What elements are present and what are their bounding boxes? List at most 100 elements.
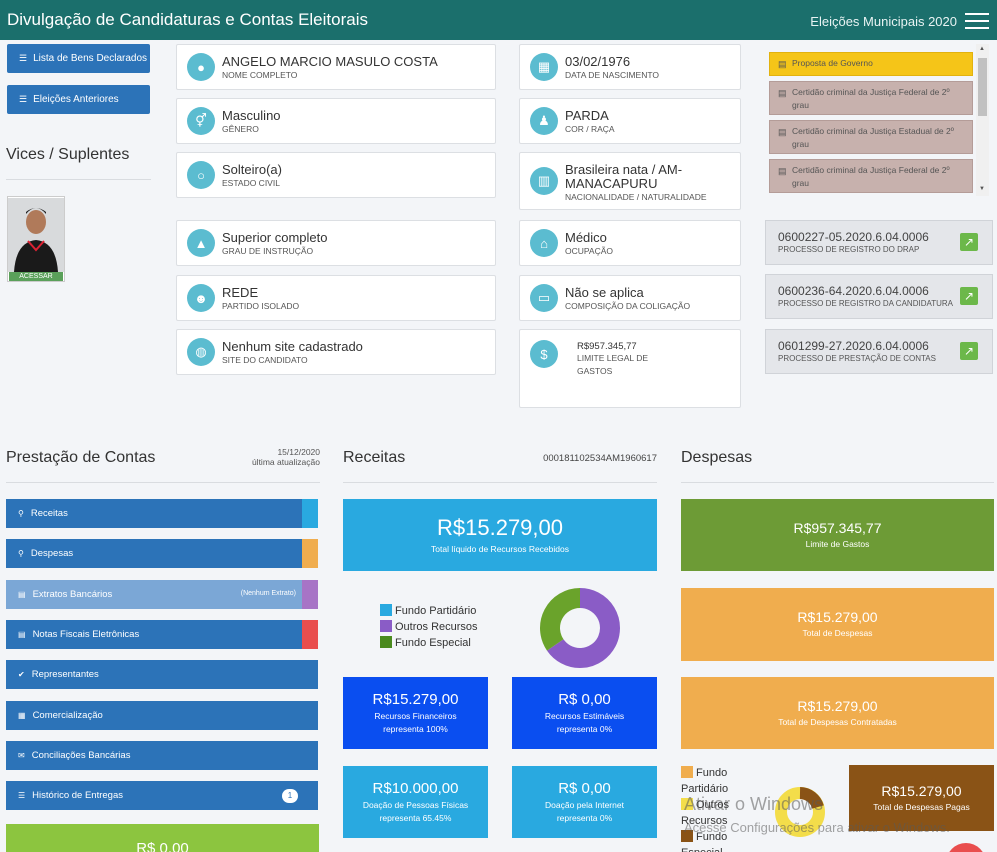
info-label: LIMITE LEGAL DE GASTOS xyxy=(577,353,649,376)
legend-item: Outros Recursos xyxy=(380,619,478,635)
status-stripe xyxy=(302,619,318,649)
legend-item: Fundo Especial xyxy=(380,635,478,651)
prestacao-item-label: Extratos Bancários xyxy=(32,588,113,600)
documents-list[interactable]: ▤ Proposta de Governo ▤ Certidão criminal … xyxy=(769,44,991,196)
prestacao-item-label: Despesas xyxy=(30,548,74,560)
prestacao-item-2[interactable]: ▤ Extratos Bancários (Nenhum Extrato) xyxy=(6,579,318,609)
receitas-tile: R$ 0,00 Doação pela Internet representa 0% xyxy=(512,766,657,838)
legend-item: Fundo Partidário xyxy=(681,766,729,795)
receitas-code: 000181102534AM1960617 xyxy=(543,453,657,464)
info-card: ▦ 03/02/1976 DATA DE NASCIMENTO xyxy=(519,44,741,90)
donut-slice xyxy=(546,588,620,668)
ring-icon: ○ xyxy=(187,161,215,189)
legend-item: Fundo Especial xyxy=(681,829,751,852)
scrollbar[interactable]: ▲ ▼ xyxy=(976,44,989,196)
process-card-candidatura[interactable]: 0600236-64.2020.6.04.0006 PROCESSO DE RE… xyxy=(765,274,993,319)
info-value: Brasileira nata / AM-MANACAPURU xyxy=(565,162,683,191)
folder-icon: ▭ xyxy=(530,284,558,312)
despesas-donut-chart xyxy=(775,787,825,837)
external-link-icon[interactable]: ↗ xyxy=(960,342,978,360)
vice-card[interactable]: ACESSAR xyxy=(7,196,65,282)
document-item[interactable]: ▤ Certidão criminal da Justiça Federal de… xyxy=(769,159,973,193)
info-value: Não se aplica xyxy=(565,285,644,300)
acessar-button[interactable]: ACESSAR xyxy=(9,272,63,281)
receitas-tile: R$10.000,00 Doação de Pessoas Físicas repr… xyxy=(343,766,488,838)
info-label: OCUPAÇÃO xyxy=(565,246,614,256)
info-card: ▥ Brasileira nata / AM-MANACAPURU NACIONAL… xyxy=(519,152,741,210)
receitas-legend: Fundo Partidário Outros Recursos Fundo E… xyxy=(380,603,478,651)
bens-declarados-button[interactable]: ☰ Lista de Bens Declarados xyxy=(7,44,150,73)
info-label: GRAU DE INSTRUÇÃO xyxy=(222,246,314,256)
dollar-icon: $ xyxy=(530,340,558,368)
process-card-contas[interactable]: 0601299-27.2020.6.04.0006 PROCESSO DE PR… xyxy=(765,329,993,374)
bank-icon: ⌂ xyxy=(530,229,558,257)
info-label: ESTADO CIVIL xyxy=(222,178,280,188)
top-bar: Divulgação de Candidaturas e Contas Elei… xyxy=(0,0,997,40)
group-icon: ☻ xyxy=(187,284,215,312)
person-icon: ♟ xyxy=(530,107,558,135)
comments-icon: ✉ xyxy=(18,750,25,760)
despesas-title: Despesas xyxy=(681,449,753,466)
prestacao-item-3[interactable]: ▤ Notas Fiscais Eletrônicas xyxy=(6,619,318,649)
divider xyxy=(681,482,994,483)
info-value: PARDA xyxy=(565,108,609,123)
info-value: 03/02/1976 xyxy=(565,54,631,69)
chat-button[interactable] xyxy=(946,843,986,852)
prestacao-item-5[interactable]: ▦ Comercialização xyxy=(6,700,318,730)
avatar xyxy=(8,198,64,272)
receitas-title: Receitas xyxy=(343,449,406,466)
process-card-drap[interactable]: 0600227-05.2020.6.04.0006 PROCESSO DE RE… xyxy=(765,220,993,265)
calendar-icon: ▦ xyxy=(18,710,26,720)
menu-icon[interactable] xyxy=(965,13,989,29)
despesas-tile: R$15.279,00 Total de Despesas Contratadas xyxy=(681,677,994,749)
info-card: ♟ PARDA COR / RAÇA xyxy=(519,98,741,144)
file-icon: ▤ xyxy=(778,127,787,137)
document-item[interactable]: ▤ Proposta de Governo xyxy=(769,52,973,76)
despesas-tile: R$957.345,77 Limite de Gastos xyxy=(681,499,994,571)
info-label: SITE DO CANDIDATO xyxy=(222,355,308,365)
info-label: GÊNERO xyxy=(222,124,259,134)
prestacao-item-7[interactable]: ☰ Histórico de Entregas 1 xyxy=(6,781,318,811)
eleicoes-anteriores-button[interactable]: ☰ Eleições Anteriores xyxy=(7,85,150,114)
external-link-icon[interactable]: ↗ xyxy=(960,233,978,251)
document-item[interactable]: ▤ Certidão criminal da Justiça Federal de… xyxy=(769,81,973,115)
search-icon: ⚲ xyxy=(18,549,24,559)
info-card: ○ Solteiro(a) ESTADO CIVIL xyxy=(176,152,496,198)
info-card: ▲ Superior completo GRAU DE INSTRUÇÃO xyxy=(176,220,496,266)
file-icon: ▤ xyxy=(778,59,787,69)
check-icon: ✔ xyxy=(18,670,25,680)
globe-icon: ◍ xyxy=(187,338,215,366)
receitas-total-tile: R$15.279,00 Total líquido de Recursos Re… xyxy=(343,499,657,571)
info-card: ● ANGELO MARCIO MASULO COSTA NOME COMPLETO xyxy=(176,44,496,90)
info-label: DATA DE NASCIMENTO xyxy=(565,70,659,80)
prestacao-item-label: Representantes xyxy=(31,669,99,681)
map-icon: ▥ xyxy=(530,167,558,195)
prestacao-item-1[interactable]: ⚲ Despesas xyxy=(6,539,318,569)
info-label: NACIONALIDADE / NATURALIDADE xyxy=(565,192,707,202)
info-card: ⌂ Médico OCUPAÇÃO xyxy=(519,220,741,266)
prestacao-item-4[interactable]: ✔ Representantes xyxy=(6,660,318,690)
despesas-tile: R$15.279,00 Total de Despesas xyxy=(681,588,994,661)
info-label: NOME COMPLETO xyxy=(222,70,298,80)
prestacao-item-6[interactable]: ✉ Conciliações Bancárias xyxy=(6,740,318,770)
search-icon: ⚲ xyxy=(18,509,24,518)
prestacao-item-0[interactable]: ⚲ Receitas xyxy=(6,499,318,528)
file-icon: ▤ xyxy=(18,629,26,639)
info-value: Nenhum site cadastrado xyxy=(222,339,363,354)
vices-title: Vices / Suplentes xyxy=(6,146,130,163)
divider xyxy=(343,482,657,483)
list-icon: ☰ xyxy=(19,53,28,63)
prestacao-item-label: Comercialização xyxy=(32,709,103,721)
info-value: REDE xyxy=(222,285,259,300)
external-link-icon[interactable]: ↗ xyxy=(960,287,978,305)
last-update: 15/12/2020 última atualização xyxy=(251,447,320,467)
prestacao-item-label: Conciliações Bancárias xyxy=(31,749,131,761)
info-value: R$957.345,77 xyxy=(577,341,637,352)
donut-slice xyxy=(540,588,581,651)
legend-item: Outros Recursos xyxy=(681,798,730,827)
document-item[interactable]: ▤ Certidão criminal da Justiça Estadual d… xyxy=(769,120,973,154)
election-label: Eleições Municipais 2020 xyxy=(810,14,957,29)
prestacao-item-label: Receitas xyxy=(30,508,68,519)
status-stripe xyxy=(302,499,318,528)
prestacao-item-label: Histórico de Entregas xyxy=(32,790,123,802)
